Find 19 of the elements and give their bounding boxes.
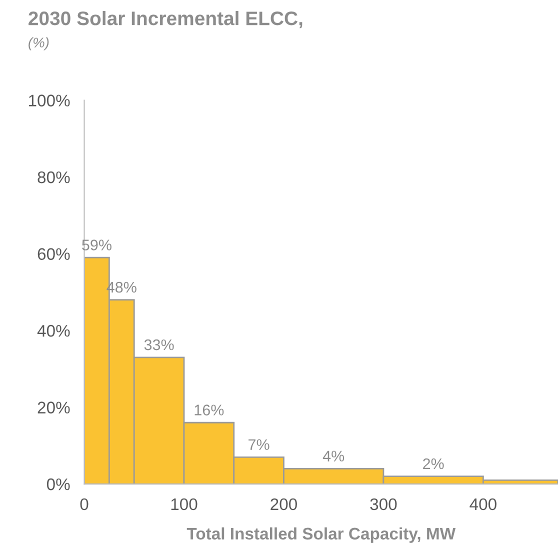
data-label: 4% [322,450,344,462]
x-tick-label: 300 [370,498,397,510]
x-axis-title: Total Installed Solar Capacity, MW [186,527,456,543]
data-label: 7% [248,439,270,450]
chart-title: 2030 Solar Incremental ELCC, [28,10,302,28]
x-tick-label: 100 [171,498,198,510]
y-tick-label: 60% [38,248,70,260]
y-tick-label: 40% [37,324,70,337]
y-tick-label: 20% [38,402,70,414]
data-label: 2% [423,458,444,470]
x-tick-label: 0 [80,498,88,510]
x-tick-label: 400 [470,498,496,510]
data-label: 33% [144,339,174,350]
y-tick-label: 80% [38,171,70,184]
y-tick-label: 100% [29,94,70,106]
data-label: 16% [194,404,224,416]
chart-subtitle: (%) [28,37,49,50]
x-tick-label: 200 [270,498,297,510]
y-tick-label: 0% [46,478,70,490]
